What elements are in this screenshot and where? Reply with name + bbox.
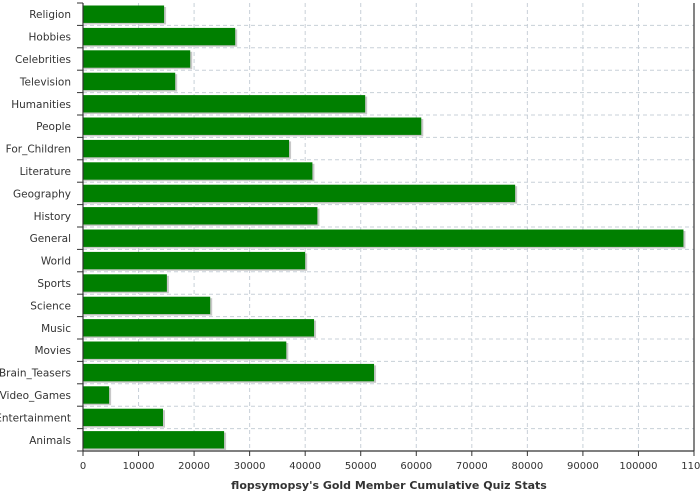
category-label: Humanities (11, 99, 71, 111)
bars (83, 5, 686, 450)
bar-people (83, 117, 422, 135)
x-tick-label: 60000 (400, 461, 432, 472)
category-label: General (30, 233, 71, 245)
category-label: World (41, 256, 71, 268)
category-label: Animals (29, 435, 71, 447)
category-label: People (36, 121, 71, 133)
x-tick-label: 50000 (345, 461, 377, 472)
category-label: Brain_Teasers (0, 368, 71, 380)
category-label: Entertainment (0, 412, 71, 424)
bar-sports (83, 274, 167, 292)
bar-animals (83, 431, 225, 449)
x-tick-label: 80000 (511, 461, 543, 472)
bar-history (83, 207, 318, 225)
x-tick-label: 30000 (234, 461, 266, 472)
bar-hobbies (83, 27, 236, 46)
category-label: Music (41, 323, 71, 335)
category-label: Literature (20, 166, 71, 178)
category-labels: Religion Hobbies Celebrities Television Huma… (0, 9, 71, 447)
bar-brain_teasers (83, 363, 375, 382)
category-label: For_Children (6, 144, 71, 156)
bar-religion (83, 5, 165, 23)
bar-for_children (83, 139, 290, 158)
axes (77, 2, 695, 456)
bar-music (83, 319, 315, 337)
bar-television (83, 72, 176, 91)
x-tick-label: 70000 (456, 461, 488, 472)
x-tick-label: 0 (80, 461, 86, 472)
category-label: Geography (13, 188, 71, 200)
bar-science (83, 296, 211, 315)
category-label: Celebrities (15, 54, 71, 66)
bar-general (83, 229, 684, 247)
x-axis-label: flopsymopsy's Gold Member Cumulative Qui… (231, 479, 547, 492)
bar-movies (83, 341, 287, 359)
category-label: Video_Games (0, 390, 71, 402)
bar-literature (83, 162, 313, 180)
category-label: Science (30, 300, 71, 312)
bar-video_games (83, 386, 110, 404)
bar-geography (83, 184, 516, 203)
x-tick-label: 10000 (123, 461, 155, 472)
category-label: Religion (29, 9, 71, 21)
bar-humanities (83, 95, 366, 113)
x-tick-label: 1100 (681, 461, 700, 472)
category-label: Sports (37, 278, 71, 290)
bar-world (83, 251, 306, 270)
x-tick-label: 40000 (289, 461, 321, 472)
x-tick-label: 90000 (567, 461, 599, 472)
grid (83, 3, 694, 451)
category-label: Hobbies (29, 32, 72, 44)
x-tick-label: 100000 (619, 461, 657, 472)
category-label: History (34, 211, 71, 223)
bar-celebrities (83, 50, 191, 68)
x-tick-label: 20000 (178, 461, 210, 472)
category-label: Television (19, 76, 71, 88)
x-tick-labels: 0 10000 20000 30000 40000 50000 60000 70000 8000… (80, 461, 700, 472)
category-label: Movies (34, 345, 71, 357)
bar-entertainment (83, 408, 163, 427)
